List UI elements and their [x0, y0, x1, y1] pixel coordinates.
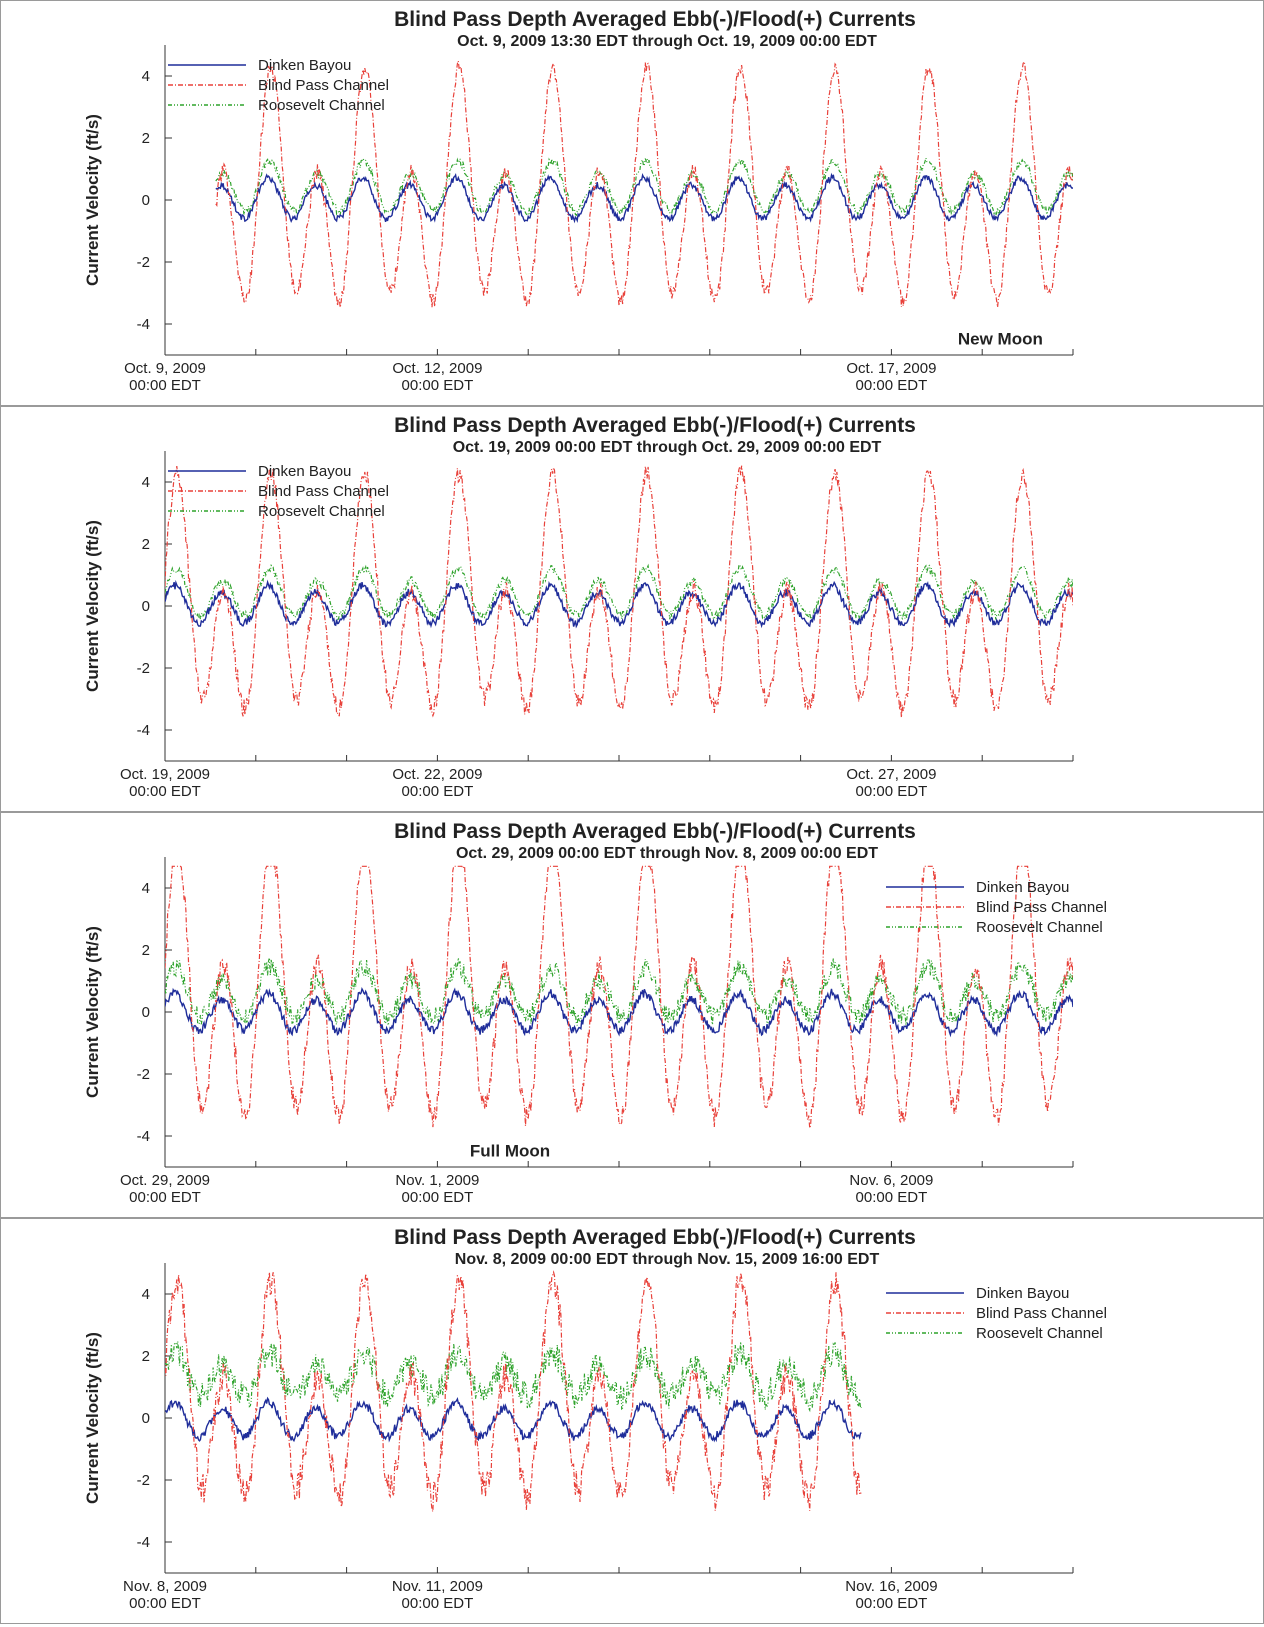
chart-panel-2: Blind Pass Depth Averaged Ebb(-)/Flood(+…: [0, 406, 1264, 812]
y-tick-label: 0: [142, 598, 150, 615]
y-tick-label: -4: [137, 1128, 150, 1145]
x-tick-label: Oct. 27, 2009: [846, 766, 936, 783]
panel-frame: [0, 0, 1264, 406]
x-tick-label: Oct. 29, 2009: [120, 1172, 210, 1189]
y-tick-label: 2: [142, 130, 150, 147]
series-line-blind-pass-channel: [215, 60, 1073, 308]
legend-label: Blind Pass Channel: [976, 899, 1107, 916]
legend-label: Dinken Bayou: [258, 463, 351, 480]
y-tick-label: 4: [142, 880, 150, 897]
chart-svg-4: Blind Pass Depth Averaged Ebb(-)/Flood(+…: [0, 1218, 1264, 1624]
x-tick-label: Oct. 19, 2009: [120, 766, 210, 783]
chart-title: Blind Pass Depth Averaged Ebb(-)/Flood(+…: [394, 1226, 916, 1249]
chart-panel-4: Blind Pass Depth Averaged Ebb(-)/Flood(+…: [0, 1218, 1264, 1624]
y-tick-label: 2: [142, 1348, 150, 1365]
legend-label: Dinken Bayou: [976, 879, 1069, 896]
x-tick-label: 00:00 EDT: [129, 1595, 201, 1612]
x-tick-label: 00:00 EDT: [856, 1189, 928, 1206]
series-line-roosevelt-channel: [215, 155, 1073, 218]
x-tick-label: 00:00 EDT: [129, 377, 201, 394]
y-tick-label: 4: [142, 474, 150, 491]
chart-svg-3: Blind Pass Depth Averaged Ebb(-)/Flood(+…: [0, 812, 1264, 1218]
x-tick-label: 00:00 EDT: [856, 1595, 928, 1612]
series-line-blind-pass-channel: [165, 1270, 862, 1512]
x-tick-label: Nov. 11, 2009: [392, 1578, 483, 1595]
x-tick-label: Nov. 8, 2009: [123, 1578, 207, 1595]
series-line-dinken-bayou: [165, 579, 1073, 629]
series-line-roosevelt-channel: [165, 957, 1073, 1027]
x-tick-label: 00:00 EDT: [402, 783, 474, 800]
x-tick-label: Oct. 12, 2009: [392, 360, 482, 377]
y-tick-label: 0: [142, 1004, 150, 1021]
x-tick-label: 00:00 EDT: [129, 783, 201, 800]
series-line-blind-pass-channel: [165, 465, 1073, 718]
y-tick-label: 0: [142, 1410, 150, 1427]
legend-label: Blind Pass Channel: [976, 1305, 1107, 1322]
x-tick-label: Nov. 16, 2009: [845, 1578, 937, 1595]
x-tick-label: 00:00 EDT: [856, 377, 928, 394]
annotation-text: Full Moon: [470, 1142, 550, 1161]
y-tick-label: -4: [137, 722, 150, 739]
series-line-dinken-bayou: [165, 1396, 862, 1443]
series-line-roosevelt-channel: [165, 1341, 862, 1413]
x-tick-label: 00:00 EDT: [856, 783, 928, 800]
chart-subtitle: Oct. 19, 2009 00:00 EDT through Oct. 29,…: [453, 439, 882, 456]
legend-label: Blind Pass Channel: [258, 77, 389, 94]
y-tick-label: -2: [137, 254, 150, 271]
y-tick-label: 0: [142, 192, 150, 209]
y-tick-label: -2: [137, 660, 150, 677]
x-tick-label: 00:00 EDT: [402, 1595, 474, 1612]
x-tick-label: Nov. 1, 2009: [395, 1172, 479, 1189]
y-tick-label: 2: [142, 536, 150, 553]
series-line-dinken-bayou: [215, 172, 1073, 224]
legend-label: Roosevelt Channel: [976, 1325, 1103, 1342]
chart-svg-2: Blind Pass Depth Averaged Ebb(-)/Flood(+…: [0, 406, 1264, 812]
annotation-text: New Moon: [958, 330, 1043, 349]
legend-label: Roosevelt Channel: [976, 919, 1103, 936]
series-line-roosevelt-channel: [165, 563, 1073, 621]
y-axis-label: Current Velocity (ft/s): [83, 114, 102, 286]
y-tick-label: -4: [137, 316, 150, 333]
chart-svg-1: Blind Pass Depth Averaged Ebb(-)/Flood(+…: [0, 0, 1264, 406]
y-tick-label: -2: [137, 1066, 150, 1083]
legend-label: Blind Pass Channel: [258, 483, 389, 500]
series-line-blind-pass-channel: [165, 865, 1073, 1129]
legend-label: Dinken Bayou: [976, 1285, 1069, 1302]
chart-title: Blind Pass Depth Averaged Ebb(-)/Flood(+…: [394, 820, 916, 843]
x-tick-label: 00:00 EDT: [129, 1189, 201, 1206]
x-tick-label: 00:00 EDT: [402, 377, 474, 394]
x-tick-label: 00:00 EDT: [402, 1189, 474, 1206]
chart-subtitle: Nov. 8, 2009 00:00 EDT through Nov. 15, …: [455, 1251, 880, 1268]
x-tick-label: Oct. 9, 2009: [124, 360, 206, 377]
y-axis-label: Current Velocity (ft/s): [83, 1332, 102, 1504]
chart-title: Blind Pass Depth Averaged Ebb(-)/Flood(+…: [394, 414, 916, 437]
y-tick-label: -4: [137, 1534, 150, 1551]
y-axis-label: Current Velocity (ft/s): [83, 926, 102, 1098]
x-tick-label: Oct. 17, 2009: [846, 360, 936, 377]
chart-title: Blind Pass Depth Averaged Ebb(-)/Flood(+…: [394, 8, 916, 31]
y-tick-label: 4: [142, 1286, 150, 1303]
x-tick-label: Nov. 6, 2009: [849, 1172, 933, 1189]
y-tick-label: -2: [137, 1472, 150, 1489]
series-line-dinken-bayou: [165, 986, 1073, 1038]
chart-subtitle: Oct. 29, 2009 00:00 EDT through Nov. 8, …: [456, 845, 878, 862]
y-axis-label: Current Velocity (ft/s): [83, 520, 102, 692]
y-tick-label: 2: [142, 942, 150, 959]
chart-panel-3: Blind Pass Depth Averaged Ebb(-)/Flood(+…: [0, 812, 1264, 1218]
chart-subtitle: Oct. 9, 2009 13:30 EDT through Oct. 19, …: [457, 33, 877, 50]
chart-panel-1: Blind Pass Depth Averaged Ebb(-)/Flood(+…: [0, 0, 1264, 406]
legend-label: Roosevelt Channel: [258, 503, 385, 520]
legend-label: Dinken Bayou: [258, 57, 351, 74]
legend-label: Roosevelt Channel: [258, 97, 385, 114]
x-tick-label: Oct. 22, 2009: [392, 766, 482, 783]
y-tick-label: 4: [142, 68, 150, 85]
